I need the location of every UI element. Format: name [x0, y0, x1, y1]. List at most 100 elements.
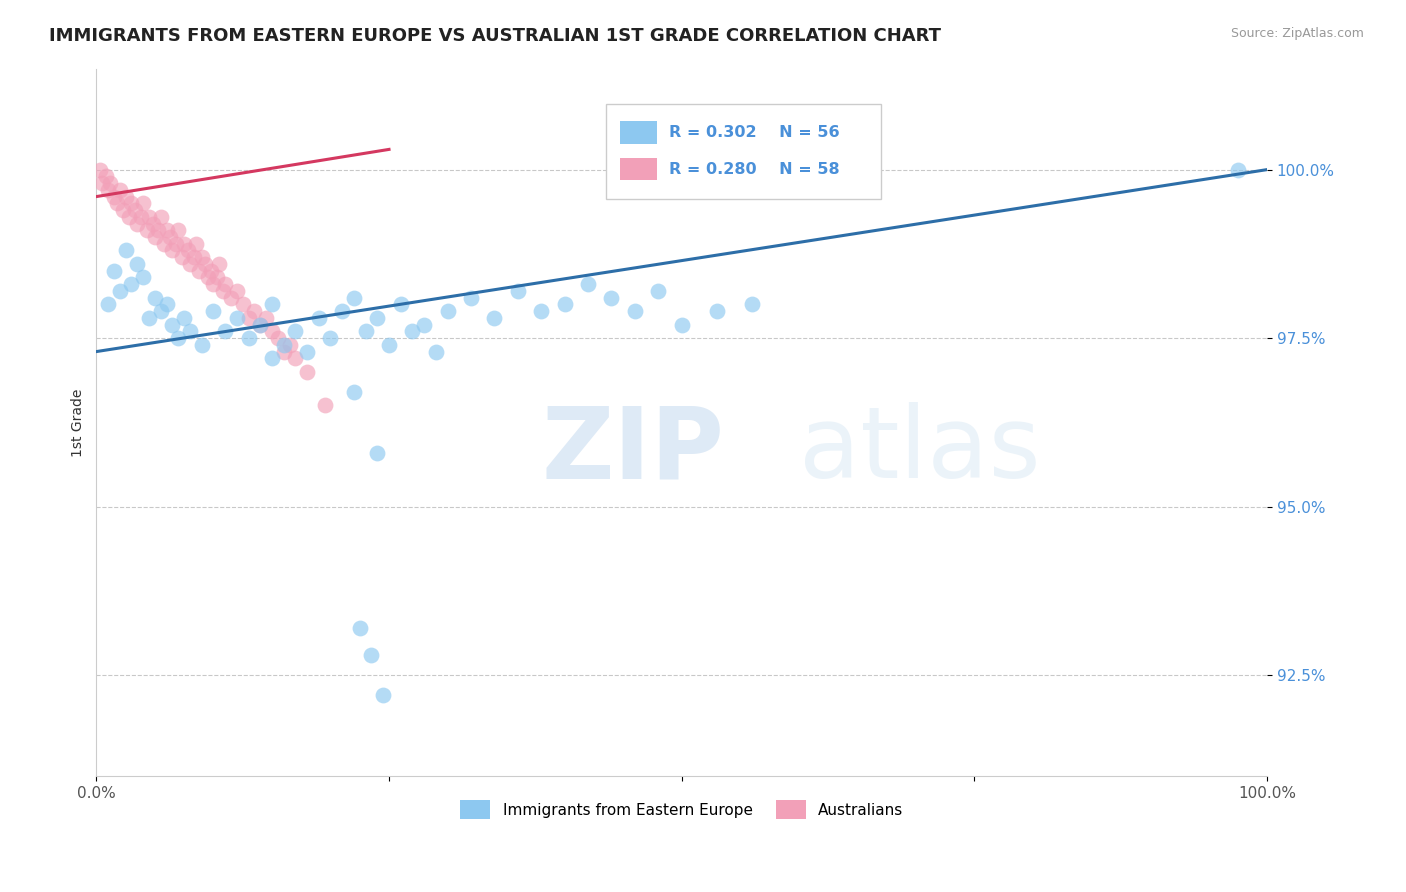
Point	[114, 189, 136, 203]
Point	[103, 263, 125, 277]
Point	[624, 304, 647, 318]
Bar	[620, 158, 657, 180]
Point	[484, 310, 506, 325]
Point	[162, 318, 184, 332]
Y-axis label: 1st Grade: 1st Grade	[72, 388, 86, 457]
Point	[165, 236, 187, 251]
Point	[647, 284, 669, 298]
Point	[706, 304, 728, 318]
Point	[295, 344, 318, 359]
Point	[360, 648, 382, 662]
Point	[127, 257, 149, 271]
Point	[114, 244, 136, 258]
Point	[366, 310, 388, 325]
Text: R = 0.302    N = 56: R = 0.302 N = 56	[669, 125, 839, 140]
Point	[135, 223, 157, 237]
Point	[127, 217, 149, 231]
Point	[413, 318, 436, 332]
Point	[132, 270, 155, 285]
Point	[194, 257, 217, 271]
Point	[366, 445, 388, 459]
Point	[249, 318, 271, 332]
Point	[100, 176, 122, 190]
Point	[107, 196, 129, 211]
Point	[176, 244, 198, 258]
Point	[179, 324, 201, 338]
Point	[205, 270, 228, 285]
Legend: Immigrants from Eastern Europe, Australians: Immigrants from Eastern Europe, Australi…	[454, 794, 910, 825]
Point	[108, 183, 131, 197]
Text: ZIP: ZIP	[541, 402, 724, 500]
Point	[190, 250, 212, 264]
Text: atlas: atlas	[799, 402, 1040, 500]
Point	[103, 189, 125, 203]
Text: R = 0.280    N = 58: R = 0.280 N = 58	[669, 161, 839, 177]
Point	[94, 169, 117, 184]
Point	[183, 250, 205, 264]
Point	[118, 210, 141, 224]
Text: Source: ZipAtlas.com: Source: ZipAtlas.com	[1230, 27, 1364, 40]
Point	[138, 210, 160, 224]
Point	[343, 384, 366, 399]
Point	[506, 284, 529, 298]
Point	[267, 331, 290, 345]
Point	[576, 277, 599, 292]
Point	[148, 223, 170, 237]
Point	[190, 338, 212, 352]
Point	[260, 297, 283, 311]
Point	[278, 338, 301, 352]
Point	[121, 277, 143, 292]
Point	[349, 621, 371, 635]
Point	[1226, 162, 1249, 177]
Point	[319, 331, 342, 345]
Point	[284, 351, 307, 366]
Point	[436, 304, 458, 318]
Point	[159, 230, 181, 244]
Point	[173, 310, 195, 325]
Point	[200, 263, 222, 277]
Point	[260, 324, 283, 338]
Point	[188, 263, 211, 277]
Point	[202, 277, 225, 292]
Point	[373, 688, 395, 702]
Point	[354, 324, 377, 338]
Point	[284, 324, 307, 338]
Point	[138, 310, 160, 325]
Point	[124, 202, 146, 217]
Point	[273, 338, 295, 352]
Point	[671, 318, 693, 332]
Point	[554, 297, 576, 311]
Point	[343, 291, 366, 305]
Point	[308, 310, 330, 325]
Point	[167, 223, 190, 237]
Point	[232, 297, 254, 311]
Point	[202, 304, 225, 318]
Point	[425, 344, 447, 359]
Point	[89, 162, 111, 177]
Point	[389, 297, 412, 311]
Point	[91, 176, 114, 190]
Point	[260, 351, 283, 366]
Point	[273, 344, 295, 359]
Point	[214, 277, 236, 292]
Point	[149, 304, 172, 318]
Point	[112, 202, 135, 217]
Point	[132, 196, 155, 211]
Point	[214, 324, 236, 338]
Point	[155, 223, 177, 237]
Point	[129, 210, 152, 224]
Point	[97, 183, 120, 197]
Point	[179, 257, 201, 271]
FancyBboxPatch shape	[606, 103, 880, 200]
Point	[225, 284, 247, 298]
Point	[167, 331, 190, 345]
Point	[155, 297, 177, 311]
Point	[141, 217, 163, 231]
Point	[219, 291, 242, 305]
Point	[143, 291, 166, 305]
Point	[238, 310, 260, 325]
Point	[170, 250, 193, 264]
Point	[97, 297, 120, 311]
Point	[530, 304, 553, 318]
Point	[600, 291, 623, 305]
